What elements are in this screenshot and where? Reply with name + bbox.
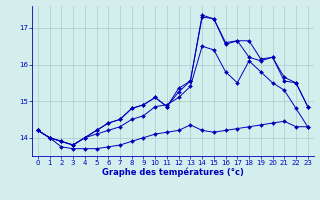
X-axis label: Graphe des températures (°c): Graphe des températures (°c)	[102, 168, 244, 177]
